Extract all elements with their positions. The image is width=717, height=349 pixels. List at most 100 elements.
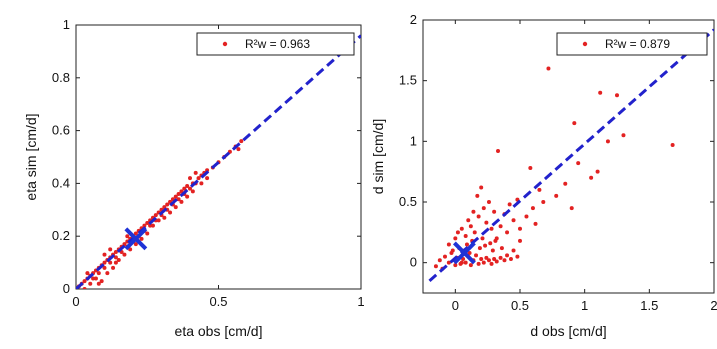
y-tick-label: 1.5 [399,73,417,88]
data-point [176,191,181,196]
data-point [105,271,110,276]
data-point [162,215,167,220]
data-point [145,221,150,225]
data-point [595,169,600,174]
y-tick-label: 0.6 [52,123,70,138]
x-tick-label: 1 [581,298,588,313]
x-axis-label: d obs [cm/d] [530,323,606,339]
plot-d: 0 0.5 1 1.5 2 0 0.5 1 1.5 2 d obs [cm/d] d sim [cm/… [370,12,717,339]
data-point [205,176,210,181]
data-point [433,264,438,269]
y-tick-label: 0 [63,281,70,296]
data-point [111,265,116,270]
data-point [615,93,619,98]
data-point [493,238,498,243]
data-point [466,218,471,223]
data-point [179,199,184,204]
data-point [113,260,118,265]
data-point [464,242,469,247]
data-point [96,281,101,286]
data-point [621,133,626,138]
data-point [196,176,201,181]
centroid-marker [452,241,476,265]
data-point [102,260,107,265]
data-point [518,226,522,231]
data-point [563,181,568,186]
data-point [148,223,153,228]
legend-box [556,32,708,56]
data-point [446,260,451,265]
data-point [459,226,464,231]
data-point [85,271,90,276]
data-point [524,214,529,219]
data-point [82,287,87,289]
data-point [511,218,516,223]
data-point [113,250,118,255]
data-point [492,209,497,214]
data-point [541,200,546,204]
data-point [156,218,161,223]
data-point [102,265,107,270]
data-point [496,149,501,154]
data-point [476,214,481,219]
y-tick-label: 0.8 [52,70,70,85]
plot-eta: 0 0.5 1 0 0.2 0.4 0.6 0.8 1 eta obs [cm/d] eta sim… [23,17,365,339]
legend-marker [222,41,228,47]
data-point [475,193,480,198]
y-tick-label: 1 [63,17,70,32]
data-point [576,161,581,166]
data-point [437,258,442,263]
data-point [173,194,178,199]
data-point [173,205,178,210]
x-tick-label: 0.5 [511,298,529,313]
data-point [471,209,476,214]
data-point [505,230,510,235]
data-point [453,236,458,241]
data-point [455,230,460,235]
data-point [518,238,522,243]
data-point [133,242,138,247]
data-point [476,261,481,266]
data-point [185,184,190,189]
y-tick-label: 2 [410,12,417,27]
legend-label: R²w = 0.879 [605,37,670,51]
data-point [589,175,594,180]
data-point [554,193,559,198]
data-point [125,234,130,239]
x-tick-label: 2 [710,298,717,313]
y-tick-label: 1 [410,133,417,148]
data-point [511,248,516,253]
marks [76,34,361,289]
x-axis-label: eta obs [cm/d] [175,323,263,339]
data-point [139,236,144,241]
data-point [481,260,486,265]
data-point [598,90,603,95]
data-point [165,202,170,207]
y-axis-label: eta sim [cm/d] [23,113,39,200]
data-point [128,247,133,252]
data-point [82,279,87,284]
x-tick-label: 0 [72,294,79,309]
data-point [133,231,138,236]
centroid-marker [124,227,148,251]
data-point [530,206,535,211]
fit-line [76,34,361,289]
data-point [486,258,491,263]
data-point [515,254,520,259]
fit-line [428,28,714,282]
x-tick-label: 1 [357,294,364,309]
y-tick-label: 0.4 [52,175,70,190]
data-point [188,186,192,191]
data-point [446,242,451,247]
data-point [193,170,198,175]
data-point [479,185,484,190]
data-point [499,246,504,251]
data-point [188,176,192,181]
data-point [492,257,497,262]
data-point [185,194,190,199]
data-point [572,121,577,126]
data-point [190,189,195,194]
marks [428,28,714,282]
